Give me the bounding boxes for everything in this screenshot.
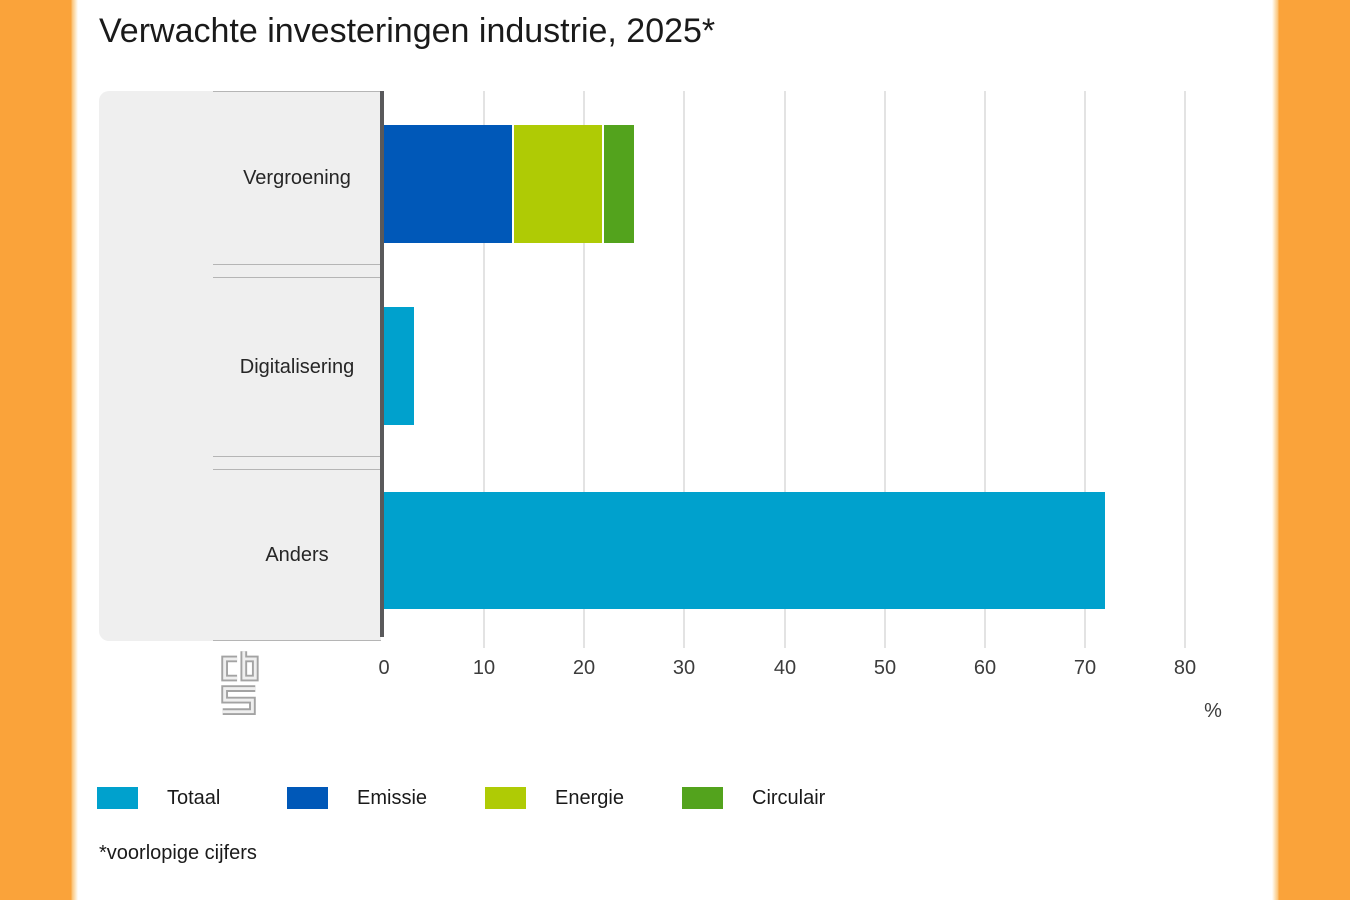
- legend-label: Circulair: [752, 786, 826, 809]
- x-axis-unit-label: %: [1204, 700, 1222, 722]
- legend-swatch: [485, 787, 526, 809]
- x-tick-label: 70: [1073, 657, 1097, 679]
- x-tick-label: 0: [378, 657, 390, 679]
- gridline: [884, 91, 886, 648]
- x-tick-label: 30: [672, 657, 696, 679]
- legend-item-emissie: Emissie: [287, 786, 427, 810]
- bar-segment-totaal[interactable]: [384, 492, 1105, 609]
- x-tick-label: 80: [1173, 657, 1197, 679]
- legend-item-circulair: Circulair: [682, 786, 825, 810]
- x-tick-label: 50: [873, 657, 897, 679]
- x-tick-label: 10: [472, 657, 496, 679]
- legend-swatch: [97, 787, 138, 809]
- category-label: Vergroening: [243, 166, 351, 189]
- gridline: [483, 91, 485, 648]
- right-orange-band: [1272, 0, 1350, 900]
- bar-vergroening[interactable]: [384, 125, 634, 243]
- legend-label: Emissie: [357, 786, 428, 809]
- category-row-anders[interactable]: Anders: [213, 469, 381, 641]
- left-orange-band: [0, 0, 78, 900]
- cbs-logo: [221, 651, 259, 715]
- bar-segment-energie[interactable]: [514, 125, 604, 243]
- x-tick-label: 20: [572, 657, 596, 679]
- legend-item-totaal: Totaal: [97, 786, 220, 810]
- x-tick-label: 40: [773, 657, 797, 679]
- bar-digitalisering[interactable]: [384, 307, 414, 425]
- category-label: Digitalisering: [239, 355, 355, 378]
- chart-title: Verwachte investeringen industrie, 2025*: [99, 12, 716, 50]
- legend-label: Totaal: [167, 786, 221, 809]
- legend-swatch: [682, 787, 723, 809]
- gridline: [583, 91, 585, 648]
- category-label: Anders: [265, 543, 329, 566]
- category-row-vergroening[interactable]: Vergroening: [213, 91, 381, 265]
- footnote: *voorlopige cijfers: [99, 842, 257, 864]
- gridline: [683, 91, 685, 648]
- y-axis-line: [380, 91, 384, 637]
- x-tick-label: 60: [973, 657, 997, 679]
- bar-segment-totaal[interactable]: [384, 307, 414, 425]
- bar-anders[interactable]: [384, 492, 1105, 609]
- gridline: [984, 91, 986, 648]
- category-row-digitalisering[interactable]: Digitalisering: [213, 277, 381, 457]
- bar-segment-emissie[interactable]: [384, 125, 514, 243]
- gridline: [1084, 91, 1086, 648]
- legend-item-energie: Energie: [485, 786, 624, 810]
- bar-segment-circulair[interactable]: [604, 125, 634, 243]
- gridline: [1184, 91, 1186, 648]
- legend-label: Energie: [555, 786, 624, 809]
- gridline: [784, 91, 786, 648]
- legend-swatch: [287, 787, 328, 809]
